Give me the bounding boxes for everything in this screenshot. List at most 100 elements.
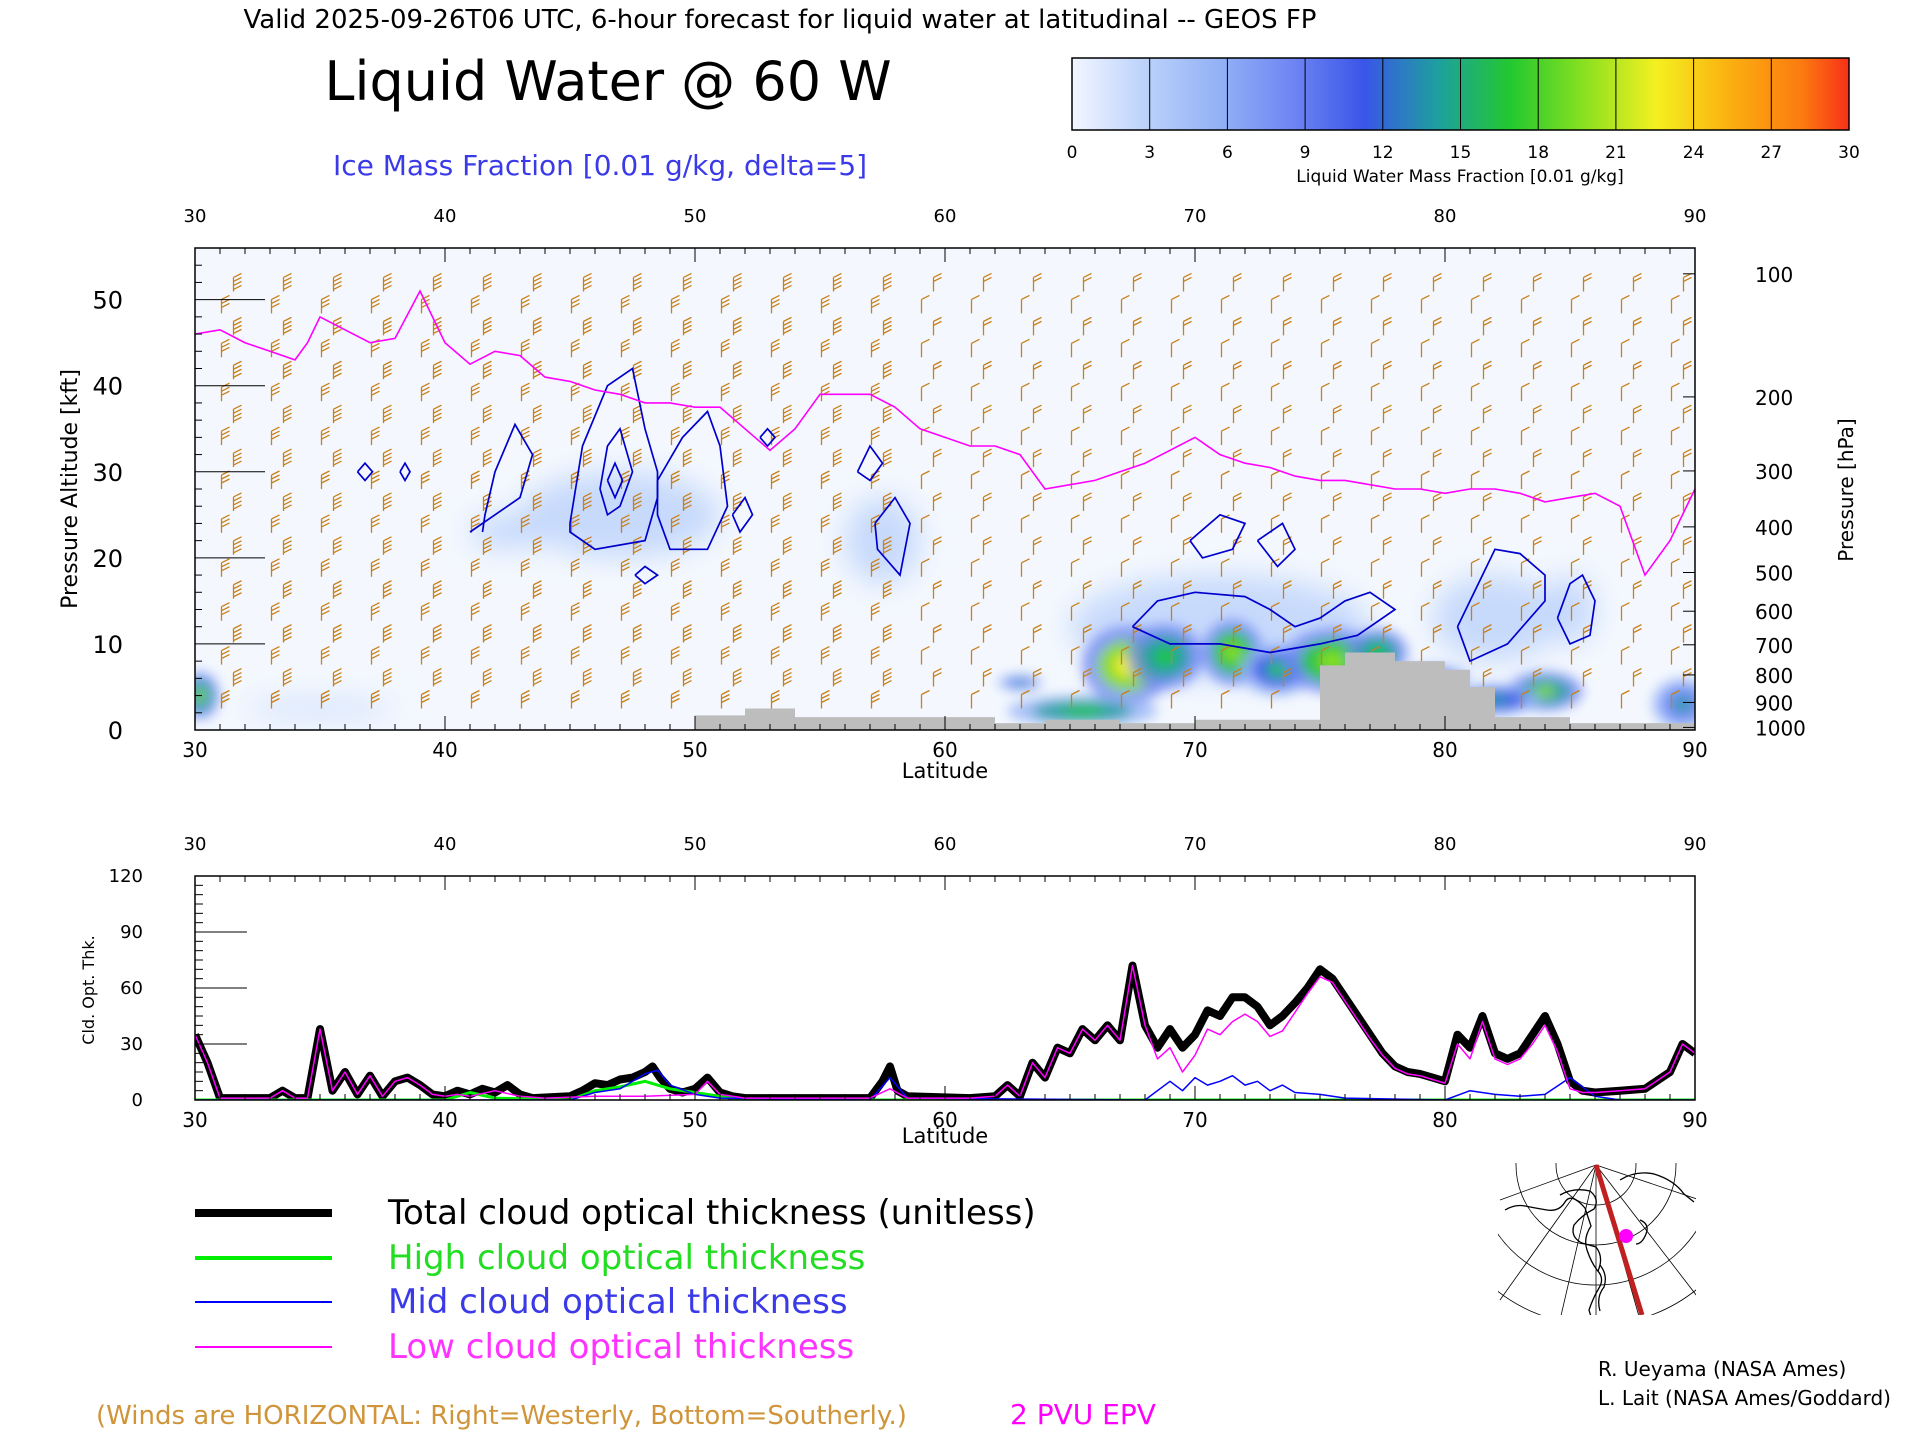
- wind-barb: [932, 272, 942, 292]
- wind-barb: [1182, 360, 1192, 380]
- wind-barb: [332, 667, 342, 687]
- wind-barb: [732, 360, 742, 380]
- wind-barb: [720, 646, 730, 665]
- pressure-tick-label: 300: [1755, 460, 1793, 484]
- wind-barb: [1520, 514, 1530, 533]
- wind-barb: [1132, 580, 1142, 599]
- wind-barb: [1282, 624, 1292, 643]
- wind-barb: [1182, 448, 1192, 468]
- wind-barb: [1532, 360, 1542, 380]
- wind-barb: [1432, 492, 1442, 511]
- liquid-water-core: [1153, 647, 1177, 667]
- wind-barb: [532, 492, 542, 511]
- wind-barb: [582, 667, 592, 687]
- optical-thickness-panel: 30 30 40 40 50 50 60 60 70 70 80 80 90 90 0 30 60 90 120 L…: [79, 834, 1708, 1148]
- wind-barb: [720, 338, 730, 358]
- wind-barb: [670, 558, 680, 577]
- bottom-plot-frame: [194, 875, 1696, 1101]
- wind-barb: [1282, 580, 1292, 599]
- wind-barb: [270, 382, 280, 402]
- pressure-tick-label: 400: [1755, 516, 1793, 540]
- wind-barb: [770, 558, 780, 577]
- wind-barb: [582, 624, 592, 643]
- legend-label-total: Total cloud optical thickness (unitless): [387, 1193, 1036, 1233]
- wind-barb: [670, 646, 680, 665]
- wind-barb: [732, 448, 742, 468]
- ice-contour: [599, 426, 634, 517]
- wind-barb: [1570, 602, 1580, 621]
- wind-barb: [782, 492, 792, 511]
- wind-barb: [220, 426, 230, 446]
- wind-barb: [1570, 558, 1580, 577]
- wind-barb: [1070, 646, 1080, 665]
- wind-barb: [832, 492, 842, 511]
- y-tick-label: 20: [92, 545, 123, 573]
- subtitle: Ice Mass Fraction [0.01 g/kg, delta=5]: [333, 149, 867, 182]
- wind-barb: [532, 360, 542, 380]
- wind-barb: [1320, 558, 1330, 577]
- wind-barb: [482, 272, 492, 292]
- wind-barb: [232, 272, 242, 292]
- wind-barb: [432, 536, 442, 555]
- y2-axis-label: Pressure [hPa]: [1834, 418, 1858, 561]
- wind-barb: [582, 448, 592, 468]
- wind-barb: [1020, 470, 1030, 489]
- wind-barb: [970, 689, 980, 709]
- wind-barb: [970, 470, 980, 489]
- wind-barb: [332, 448, 342, 468]
- wind-barb: [682, 492, 692, 511]
- wind-barb: [320, 514, 330, 533]
- wind-barb: [770, 382, 780, 402]
- wind-barb: [370, 470, 380, 489]
- colorbar-tick-label: 0: [1067, 143, 1078, 163]
- wind-barb: [870, 338, 880, 358]
- wind-barb: [1620, 338, 1630, 358]
- wind-barb: [1170, 514, 1180, 533]
- ice-contour: [1256, 522, 1297, 568]
- wind-barb: [682, 624, 692, 643]
- wind-barb: [1432, 624, 1442, 643]
- wind-barb: [920, 646, 930, 665]
- cloud-haze: [845, 497, 920, 584]
- wind-barb: [1670, 689, 1680, 709]
- wind-barb: [520, 646, 530, 665]
- wind-barb: [620, 558, 630, 577]
- wind-barb: [1370, 294, 1380, 314]
- y-axis-label: Pressure Altitude [kft]: [58, 369, 83, 609]
- wind-barb: [782, 624, 792, 643]
- wind-barb: [920, 689, 930, 709]
- wind-barb: [1670, 514, 1680, 533]
- wind-barb: [1120, 470, 1130, 489]
- wind-barb: [1520, 558, 1530, 577]
- wind-barb: [282, 624, 292, 643]
- wind-barb: [782, 316, 792, 336]
- wind-barb: [832, 448, 842, 468]
- wind-barb: [1020, 294, 1030, 314]
- wind-barb: [582, 492, 592, 511]
- wind-barb: [870, 294, 880, 314]
- wind-barb: [970, 646, 980, 665]
- wind-barb: [320, 470, 330, 489]
- ice-contour: [759, 427, 777, 448]
- bottom-x-axis-label: Latitude: [902, 1124, 988, 1148]
- wind-barb: [1382, 360, 1392, 380]
- series-line: [195, 964, 1695, 1099]
- wind-barb: [782, 580, 792, 599]
- wind-barb: [982, 360, 992, 380]
- wind-barb: [370, 294, 380, 314]
- wind-barb: [420, 294, 430, 314]
- wind-barb: [1032, 316, 1042, 336]
- wind-barb: [1520, 470, 1530, 489]
- wind-barb: [1320, 382, 1330, 402]
- wind-barb: [932, 580, 942, 599]
- map-track: [1593, 1164, 1645, 1315]
- wind-barb: [220, 382, 230, 402]
- wind-barb: [1132, 448, 1142, 468]
- wind-barb: [632, 448, 642, 468]
- wind-barb: [370, 514, 380, 533]
- wind-barb: [732, 624, 742, 643]
- wind-barb: [1570, 294, 1580, 314]
- wind-barb: [1320, 338, 1330, 358]
- wind-barb: [282, 667, 292, 687]
- wind-barb: [720, 470, 730, 489]
